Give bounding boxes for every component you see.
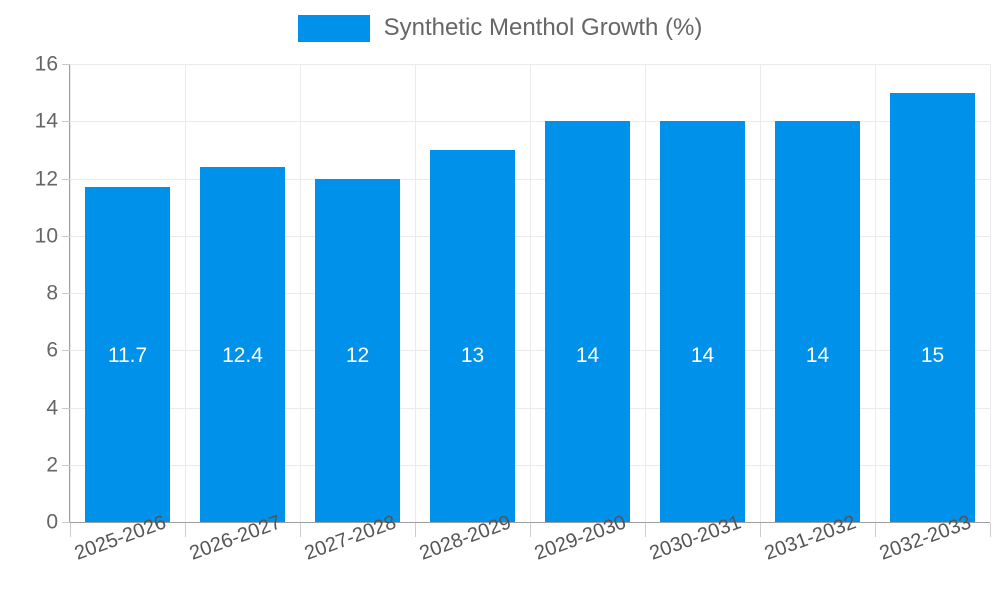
bar[interactable] [545, 121, 630, 522]
bar-value-label: 14 [690, 344, 715, 367]
bar-value-label: 12.4 [222, 344, 263, 367]
y-axis-tick-mark [62, 350, 70, 352]
y-axis-tick-label: 8 [46, 281, 58, 305]
bar[interactable] [85, 187, 170, 522]
bar[interactable] [775, 121, 860, 522]
y-axis-tick-mark [62, 522, 70, 523]
y-axis-tick-label: 2 [46, 453, 58, 477]
plot-gridlines [70, 64, 991, 523]
gridline-vertical [530, 64, 531, 522]
x-axis-line [69, 522, 990, 523]
x-axis-tick-mark [875, 523, 876, 537]
gridline-vertical [760, 64, 761, 522]
y-axis-tick-mark [62, 293, 70, 294]
bar[interactable] [890, 92, 975, 522]
bar-series-synthetic-menthol-growth: 11.7 12.4 12 13 14 14 14 15 [70, 64, 990, 522]
gridline-vertical [185, 64, 186, 522]
bar-value-label: 11.7 [107, 344, 148, 367]
x-axis-tick-mark [990, 523, 991, 537]
chart-legend: Synthetic Menthol Growth (%) [0, 0, 1000, 56]
y-axis-tick-label: 0 [46, 510, 58, 534]
x-axis-tick-mark [70, 523, 71, 537]
x-axis-tick-mark [530, 523, 531, 537]
y-axis-tick-label: 4 [46, 396, 58, 419]
x-axis-tick-mark [185, 523, 186, 537]
x-axis-tick-mark [415, 523, 416, 537]
y-axis-tick-mark [62, 178, 70, 180]
bar-value-label: 13 [460, 344, 485, 367]
gridline-vertical [875, 64, 876, 522]
gridline-vertical [300, 64, 301, 522]
bar-value-label: 12 [345, 344, 370, 367]
bar[interactable] [430, 149, 515, 522]
y-axis-tick-label: 16 [34, 52, 58, 76]
legend-swatch-synthetic-menthol-growth[interactable] [297, 14, 370, 42]
y-axis-tick-label: 14 [34, 109, 58, 133]
bar[interactable] [315, 178, 400, 522]
y-axis-tick-mark [62, 64, 70, 65]
y-axis-tick-mark [62, 407, 70, 409]
bar[interactable] [660, 121, 745, 522]
y-axis-tick-labels: 16 14 12 10 8 6 4 2 0 [12, 0, 58, 600]
bar[interactable] [200, 167, 285, 522]
gridline-vertical [645, 64, 646, 522]
y-axis-tick-label: 10 [34, 224, 58, 248]
x-axis-tick-mark [760, 523, 761, 537]
gridline-vertical [70, 64, 71, 522]
x-axis-tick-mark [645, 523, 646, 537]
bar-value-label: 14 [575, 344, 600, 367]
y-axis-tick-mark [62, 464, 70, 466]
y-axis-tick-label: 6 [46, 338, 58, 362]
y-axis-tick-mark [62, 121, 70, 123]
bar-value-label: 15 [920, 344, 945, 367]
x-axis-tick-mark [300, 523, 301, 537]
legend-label-synthetic-menthol-growth[interactable]: Synthetic Menthol Growth (%) [383, 14, 703, 41]
bar-value-label: 14 [805, 344, 830, 367]
gridline-vertical [990, 64, 991, 522]
gridline-vertical [415, 64, 416, 522]
y-axis-tick-mark [62, 235, 70, 237]
y-axis-tick-label: 12 [34, 167, 58, 190]
